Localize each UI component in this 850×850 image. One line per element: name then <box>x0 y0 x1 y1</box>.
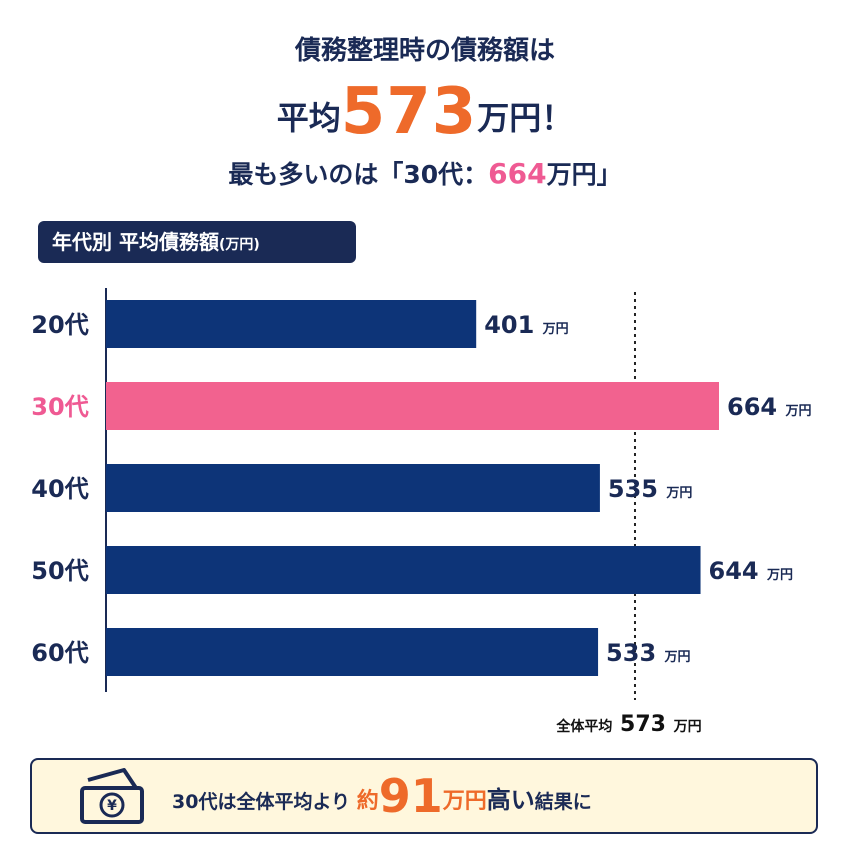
line3-value: 664 <box>488 157 547 190</box>
value-label: 664 万円 <box>727 393 811 421</box>
section-tag-label: 年代別 平均債務額 <box>52 230 219 254</box>
line3-prefix: 最も多いのは「30代： <box>228 160 489 189</box>
svg-text:¥: ¥ <box>107 798 117 814</box>
headline-average: 平均573万円！ <box>0 80 850 148</box>
section-tag-unit: (万円) <box>218 237 260 253</box>
category-label: 30代 <box>31 393 88 421</box>
category-label: 40代 <box>31 475 88 503</box>
section-tag: 年代別 平均債務額(万円) <box>38 221 356 263</box>
callout-unit: 万円 <box>442 789 487 814</box>
bar-5 <box>106 628 599 676</box>
headline-line3: 最も多いのは「30代：664万円」 <box>0 155 850 191</box>
category-label: 20代 <box>31 311 88 339</box>
value-label: 535 万円 <box>608 475 692 503</box>
avg-prefix: 平均 <box>276 99 341 137</box>
callout-value: 91 <box>378 769 443 823</box>
bar-1 <box>106 300 477 348</box>
callout-text3: 高い <box>486 786 535 814</box>
bar-chart: 20代 401 万円 30代 664 万円 40代 535 万円 50代 644 万円 60代 5… <box>31 288 811 737</box>
callout-text: 30代は全体平均より 約91万円高い結果に <box>172 760 592 832</box>
avg-suffix: 万円！ <box>477 99 574 137</box>
value-label: 533 万円 <box>606 639 690 667</box>
headline-line1: 債務整理時の債務額は <box>294 36 555 66</box>
callout-box: ¥ 30代は全体平均より 約91万円高い結果に <box>30 758 818 834</box>
value-label: 401 万円 <box>484 311 568 339</box>
line3-suffix: 万円」 <box>546 160 622 189</box>
callout-text2: 約 <box>356 789 379 814</box>
value-label: 644 万円 <box>709 557 793 585</box>
yen-banknote-icon: ¥ <box>80 768 144 824</box>
avg-value: 573 <box>340 75 478 149</box>
bar-3 <box>106 464 600 512</box>
category-label: 60代 <box>31 639 88 667</box>
bar-2 <box>106 382 719 430</box>
callout-text4: 結果に <box>534 791 592 813</box>
category-label: 50代 <box>31 557 88 585</box>
callout-text1: 30代は全体平均より <box>172 791 351 813</box>
bar-4 <box>106 546 701 594</box>
average-label: 全体平均 573 万円 <box>555 712 701 737</box>
